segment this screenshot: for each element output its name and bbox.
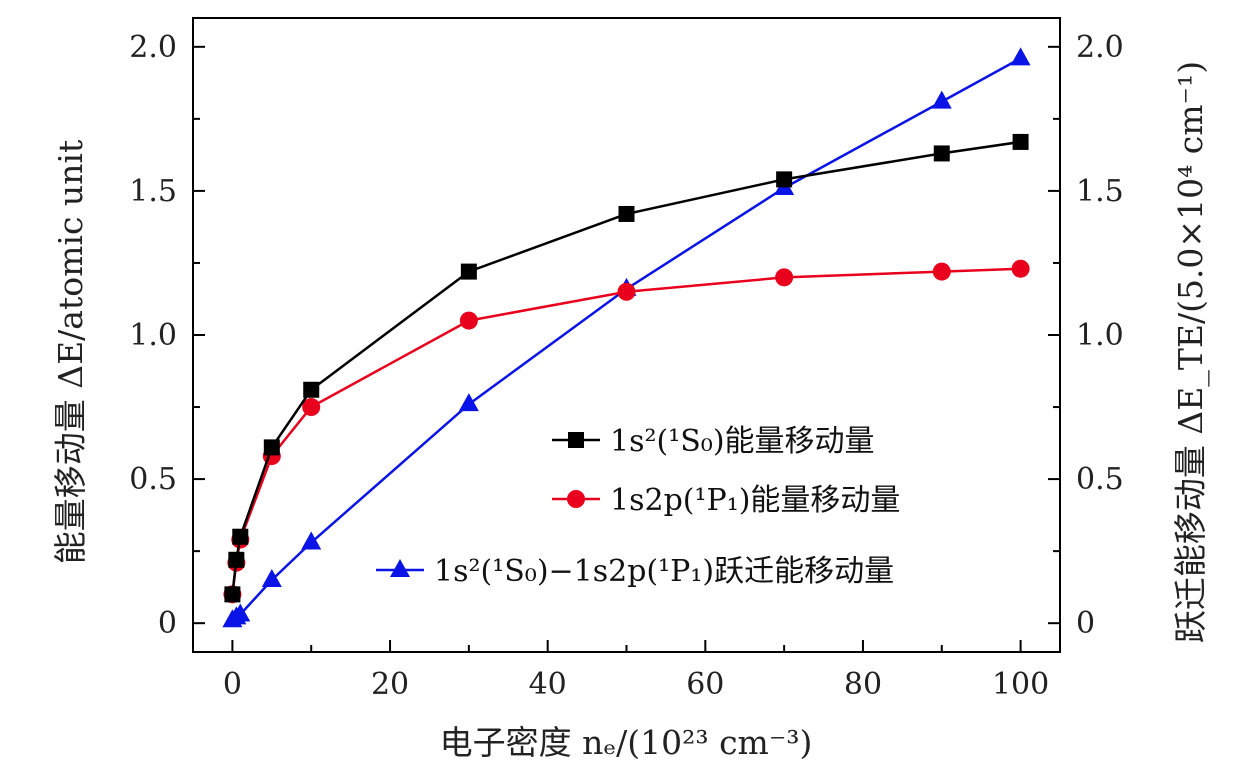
data-point	[458, 393, 479, 412]
y2-tick-label: 0	[1076, 606, 1095, 641]
y-axis-title: 能量移动量 ΔE/atomic unit	[51, 140, 90, 564]
data-point	[1012, 133, 1029, 150]
y-tick-label: 1.0	[129, 318, 177, 353]
legend-item: 1s2p(¹P₁)能量移动量	[552, 483, 900, 518]
data-point	[230, 603, 251, 622]
data-point	[303, 381, 320, 398]
y-tick-label: 2.0	[129, 30, 177, 65]
data-point	[302, 398, 321, 417]
data-point	[232, 528, 249, 545]
y-tick-label: 1.5	[129, 174, 177, 209]
series-1	[224, 133, 1029, 603]
data-point	[931, 90, 952, 109]
data-point	[932, 262, 951, 281]
data-point	[224, 586, 241, 603]
data-point	[460, 263, 477, 280]
legend: 1s²(¹S₀)能量移动量 1s2p(¹P₁)能量移动量 1s²(¹S₀)−1s2p…	[376, 424, 900, 589]
data-point	[776, 171, 793, 188]
series-layer	[222, 47, 1031, 628]
x-tick-label: 40	[529, 667, 567, 702]
data-point	[1011, 259, 1030, 278]
series-line	[231, 57, 1022, 622]
data-point	[617, 282, 636, 301]
y-tick-label: 0	[158, 606, 177, 641]
legend-label: 1s2p(¹P₁)能量移动量	[610, 483, 900, 518]
x-axis-title: 电子密度 nₑ/(10²³ cm⁻³)	[440, 723, 813, 762]
data-point	[933, 145, 950, 162]
x-tick-label: 80	[844, 667, 882, 702]
y2-tick-label: 1.5	[1076, 174, 1124, 209]
legend-label: 1s²(¹S₀)−1s2p(¹P₁)跃迁能移动量	[434, 554, 894, 589]
legend-marker	[567, 490, 585, 508]
y2-tick-label: 2.0	[1076, 30, 1124, 65]
legend-label: 1s²(¹S₀)能量移动量	[610, 424, 875, 459]
legend-marker	[568, 432, 584, 448]
data-point	[1010, 47, 1031, 66]
data-point	[775, 268, 794, 287]
data-point	[261, 568, 282, 587]
data-point	[263, 439, 280, 456]
y2-tick-label: 0.5	[1076, 462, 1124, 497]
data-point	[228, 551, 245, 568]
y-tick-label: 0.5	[129, 462, 177, 497]
axis-ticks: 0 20 40 60 80 100 0 0.5 1.0 1.5 2.0 0 0.5 1.0 1.5 2.0	[129, 30, 1123, 702]
y2-axis-title: 跃迁能移动量 ΔE_TE/(5.0×10⁴ cm⁻¹)	[1171, 61, 1211, 643]
x-tick-label: 20	[371, 667, 409, 702]
data-point	[459, 311, 478, 330]
y2-tick-label: 1.0	[1076, 318, 1124, 353]
x-tick-label: 100	[992, 667, 1049, 702]
x-tick-label: 60	[686, 667, 724, 702]
data-point	[301, 531, 322, 550]
series-line	[231, 140, 1021, 595]
legend-marker	[390, 559, 410, 577]
data-point	[618, 205, 635, 222]
legend-item: 1s²(¹S₀)能量移动量	[552, 424, 875, 459]
legend-item: 1s²(¹S₀)−1s2p(¹P₁)跃迁能移动量	[376, 554, 894, 589]
x-tick-label: 0	[223, 667, 242, 702]
series-3	[222, 47, 1031, 628]
